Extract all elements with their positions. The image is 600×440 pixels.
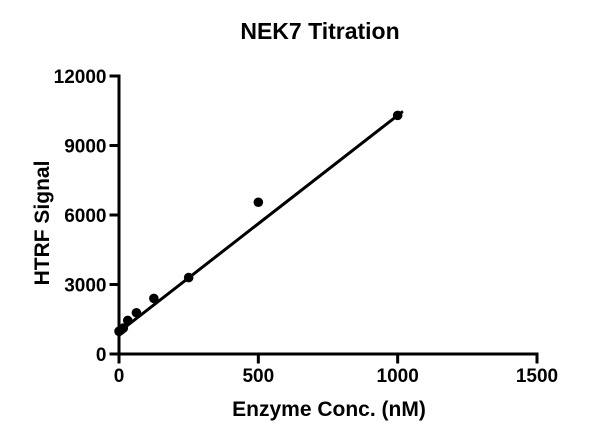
data-point <box>118 323 129 333</box>
y-tick-label: 12000 <box>54 67 107 88</box>
data-point <box>392 110 403 121</box>
x-tick-label: 500 <box>242 366 274 387</box>
data-point <box>131 307 142 318</box>
y-axis-title: HTRF Signal <box>31 160 54 286</box>
x-tick-label: 1500 <box>516 366 558 387</box>
y-tick-label: 9000 <box>64 137 106 158</box>
data-point <box>253 197 264 208</box>
y-tick-label: 0 <box>96 345 107 366</box>
data-point <box>183 272 194 283</box>
data-point <box>149 293 159 304</box>
x-tick-label: 0 <box>114 366 125 387</box>
chart-title: NEK7 Titration <box>240 18 400 44</box>
y-tick-label: 3000 <box>64 276 106 297</box>
fit-line <box>117 110 404 334</box>
x-axis-title: Enzyme Conc. (nM) <box>232 398 426 421</box>
data-point <box>122 315 133 326</box>
x-tick-label: 1000 <box>377 366 419 387</box>
y-tick-label: 6000 <box>64 206 106 227</box>
